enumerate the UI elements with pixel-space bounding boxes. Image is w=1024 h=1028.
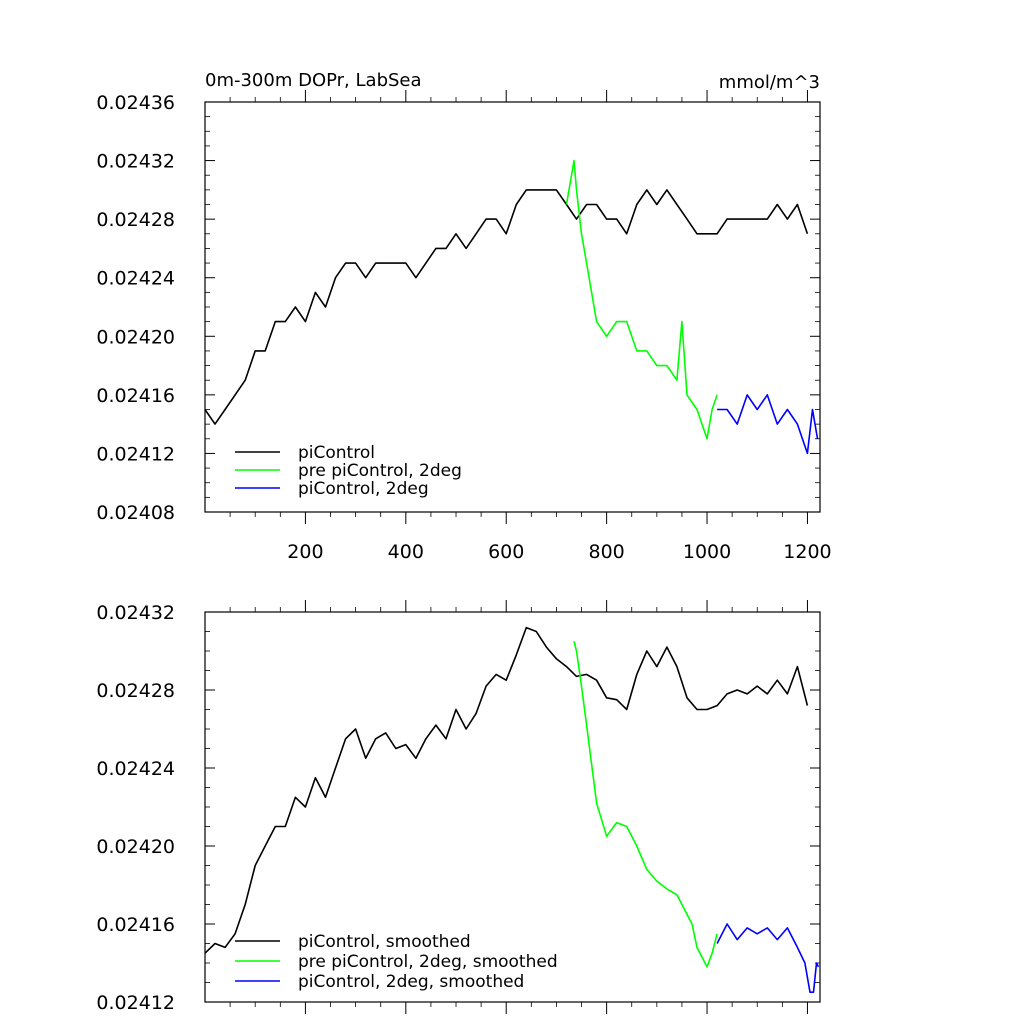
series-line-1 [204, 189, 809, 425]
series-line-1 [204, 626, 809, 954]
legend-label: piControl, 2deg, smoothed [298, 972, 524, 992]
x-tick-label: 400 [388, 541, 424, 563]
legend-label: pre piControl, 2deg, smoothed [298, 952, 558, 972]
legend-label: pre piControl, 2deg [298, 461, 462, 481]
x-tick-label: 800 [588, 541, 624, 563]
x-tick-label: 200 [287, 541, 323, 563]
series-line-2 [573, 641, 718, 968]
y-tick-label: 0.02424 [96, 758, 175, 780]
y-tick-label: 0.02428 [96, 680, 175, 702]
y-tick-label: 0.02424 [96, 268, 175, 290]
y-tick-label: 0.02416 [96, 385, 175, 407]
y-tick-label: 0.02436 [96, 92, 175, 114]
y-tick-label: 0.02432 [96, 602, 175, 624]
x-tick-label: 1200 [783, 541, 831, 563]
series-line-3 [716, 923, 820, 994]
y-tick-label: 0.02408 [96, 502, 175, 524]
chart-title: 0m-300m DOPr, LabSea [205, 70, 422, 91]
y-tick-label: 0.02412 [96, 443, 175, 465]
y-tick-label: 0.02412 [96, 992, 175, 1014]
legend-label: piControl, 2deg [298, 479, 429, 499]
y-tick-label: 0.02416 [96, 914, 175, 936]
x-tick-label: 1000 [683, 541, 731, 563]
y-tick-label: 0.02432 [96, 151, 175, 173]
chart-units: mmol/m^3 [719, 72, 820, 93]
legend-label: piControl, smoothed [298, 932, 471, 952]
series-line-2 [565, 159, 718, 440]
x-tick-label: 600 [488, 541, 524, 563]
series-line-3 [717, 394, 819, 455]
y-tick-label: 0.02420 [96, 326, 175, 348]
y-tick-label: 0.02428 [96, 209, 175, 231]
y-tick-label: 0.02420 [96, 836, 175, 858]
legend-label: piControl [298, 443, 375, 463]
